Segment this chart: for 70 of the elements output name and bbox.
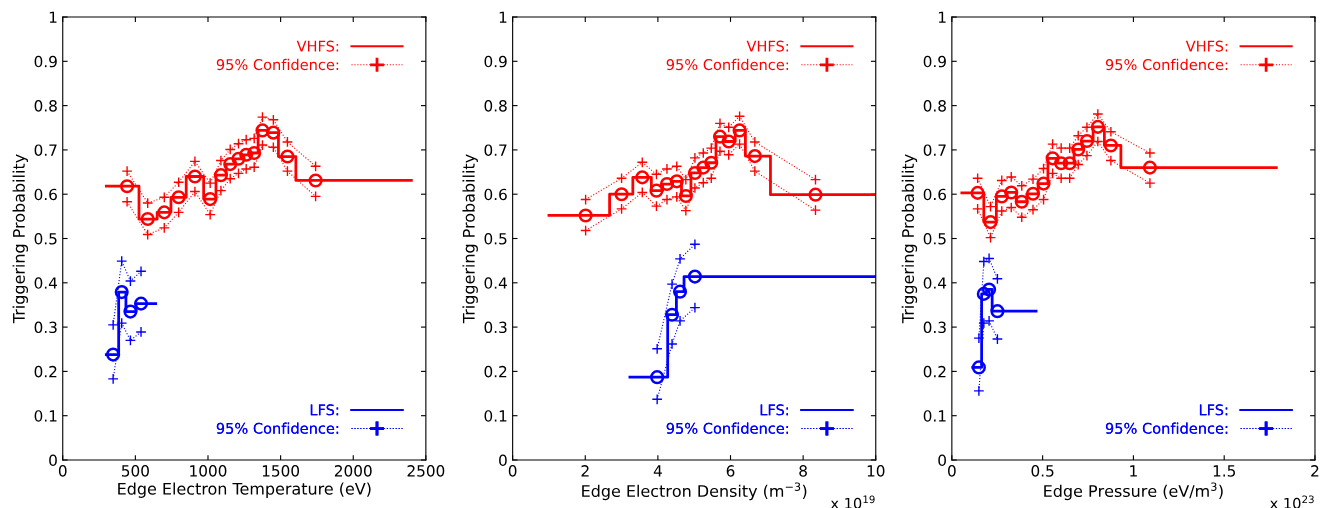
- y-axis-title: Triggering Probability: [901, 154, 918, 324]
- legend-label: VHFS:: [296, 40, 339, 52]
- y-tick-label: 0.8: [923, 100, 946, 112]
- x-tick-label: 0: [948, 465, 956, 477]
- legend-label: LFS:: [760, 404, 789, 416]
- y-tick-label: 0.3: [34, 321, 57, 334]
- legend-label: 95% Confidence:: [216, 422, 339, 434]
- y-tick-label: 1: [499, 11, 507, 23]
- y-tick-label: 0.1: [923, 410, 946, 422]
- legend-label: 95% Confidence:: [1105, 422, 1228, 434]
- y-tick-label: 0: [499, 454, 507, 467]
- y-axis-title: Triggering Probability: [12, 154, 29, 324]
- y-tick-label: 0: [49, 454, 57, 467]
- y-tick-label: 0.4: [34, 277, 58, 289]
- y-tick-label: 0.6: [484, 188, 507, 201]
- text: x 10$^{19}$: [830, 495, 875, 508]
- y-tick-label: 0.2: [484, 365, 507, 378]
- y-tick-label: 0: [938, 454, 946, 467]
- x-axis-title: Edge Electron Density (m$^{−3}$): [582, 482, 807, 501]
- legend-label: VHFS:: [746, 40, 789, 52]
- y-tick-label: 0.8: [484, 100, 507, 112]
- legend-label: LFS:: [310, 404, 339, 416]
- y-tick-label: 0.9: [923, 55, 946, 68]
- x-tick-label: 1500: [262, 465, 300, 477]
- x-tick-label: 0: [508, 465, 517, 477]
- x-tick-label: 4: [653, 465, 662, 477]
- legend-label: 95% Confidence:: [666, 422, 789, 434]
- x-tick-label: 2500: [407, 465, 445, 477]
- x-axis-title: Edge Electron Temperature (eV): [118, 482, 371, 498]
- x-axis-title: Edge Pressure (eV/m$^{3}$): [1044, 482, 1223, 501]
- legend-label: 95% Confidence:: [216, 58, 339, 71]
- legend-label: 95% Confidence:: [1105, 58, 1228, 71]
- x-tick-label: 1: [1130, 465, 1137, 477]
- y-tick-label: 0.4: [923, 277, 947, 289]
- y-tick-label: 0.7: [923, 144, 946, 156]
- x-tick-label: 1000: [190, 465, 227, 477]
- y-tick-label: 0.7: [484, 144, 507, 156]
- y-tick-label: 0.5: [484, 232, 507, 245]
- x-tick-label: 1.5: [1213, 465, 1236, 477]
- y-tick-label: 0.9: [484, 55, 507, 68]
- y-tick-label: 0.9: [34, 55, 57, 68]
- y-axis-title: Triggering Probability: [462, 154, 478, 324]
- x-tick-label: 8: [799, 465, 807, 477]
- legend-label: LFS:: [1199, 404, 1228, 416]
- x-tick-label: 0.5: [1031, 465, 1054, 477]
- y-tick-label: 0.8: [34, 100, 57, 112]
- x-tick-label: 500: [121, 465, 149, 477]
- x-tick-label: 0: [58, 465, 67, 477]
- text: x 10$^{23}$: [1270, 495, 1314, 508]
- y-tick-label: 0.5: [34, 232, 57, 245]
- y-tick-label: 0.1: [34, 410, 57, 422]
- legend-label: VHFS:: [1185, 40, 1228, 52]
- y-tick-label: 0.6: [923, 188, 947, 201]
- legend-label: 95% Confidence:: [666, 58, 789, 71]
- y-tick-label: 1: [938, 11, 946, 23]
- y-tick-label: 0.2: [34, 365, 57, 378]
- x-tick-label: 6: [726, 465, 735, 477]
- y-tick-label: 0.1: [484, 410, 507, 422]
- y-tick-label: 0.2: [923, 365, 946, 378]
- x-tick-label: 2000: [334, 465, 372, 477]
- y-tick-label: 0.3: [923, 321, 946, 334]
- x-tick-label: 2: [581, 465, 589, 477]
- x-tick-label: 2: [1311, 465, 1319, 477]
- y-tick-label: 0.4: [484, 277, 507, 289]
- y-tick-label: 0.5: [923, 232, 946, 245]
- y-tick-label: 0.7: [34, 144, 57, 156]
- y-tick-label: 1: [49, 11, 57, 23]
- y-tick-label: 0.6: [34, 188, 57, 201]
- x-tick-label: 10: [867, 465, 885, 477]
- y-tick-label: 0.3: [484, 321, 507, 334]
